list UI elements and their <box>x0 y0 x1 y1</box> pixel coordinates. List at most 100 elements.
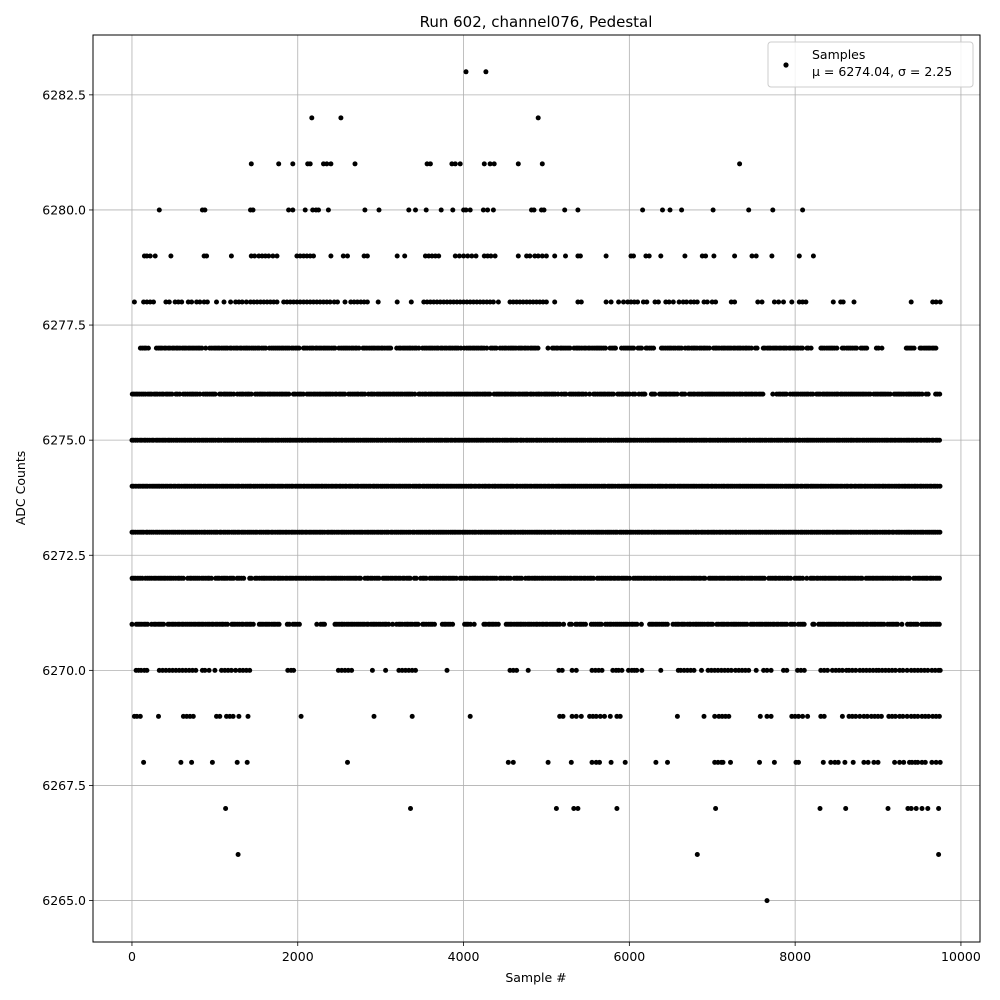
data-point <box>768 713 774 719</box>
data-point <box>338 115 344 121</box>
data-point <box>563 391 569 397</box>
data-point <box>519 575 525 581</box>
data-point <box>674 713 680 719</box>
x-tick-label: 6000 <box>613 949 645 964</box>
data-point <box>493 575 499 581</box>
data-point <box>670 299 676 305</box>
data-point <box>875 759 881 765</box>
data-point <box>415 621 421 627</box>
data-point <box>788 575 794 581</box>
data-point <box>937 299 943 305</box>
y-tick-label: 6275.0 <box>42 433 86 448</box>
data-point <box>853 667 859 673</box>
data-point <box>792 621 797 627</box>
data-point <box>471 621 477 627</box>
data-point <box>383 667 389 673</box>
data-point <box>726 713 732 719</box>
data-point <box>250 621 256 627</box>
data-point <box>783 391 789 397</box>
data-point <box>543 299 549 305</box>
data-point <box>490 299 496 305</box>
data-point <box>412 391 418 397</box>
data-point <box>235 852 241 857</box>
data-point <box>915 713 921 719</box>
data-point <box>228 667 234 673</box>
data-point <box>575 207 581 213</box>
data-point <box>316 207 321 213</box>
data-point <box>919 391 925 397</box>
data-point <box>664 621 670 627</box>
data-point <box>231 391 237 397</box>
data-point <box>444 667 450 673</box>
data-point <box>453 575 459 581</box>
data-point <box>562 207 568 213</box>
data-point <box>545 345 551 351</box>
data-point <box>408 299 414 305</box>
data-point <box>879 345 885 351</box>
data-point <box>247 667 253 673</box>
data-point <box>589 759 595 765</box>
data-point <box>274 299 280 305</box>
data-point <box>908 806 914 811</box>
data-point <box>619 667 625 673</box>
legend-marker <box>783 62 789 68</box>
data-point <box>925 391 931 397</box>
data-point <box>505 759 511 765</box>
x-tick-label: 8000 <box>779 949 811 964</box>
data-point <box>463 69 469 75</box>
data-point <box>864 345 870 351</box>
data-point <box>665 759 670 765</box>
data-point <box>728 667 734 673</box>
data-point <box>885 806 891 811</box>
data-point <box>881 621 887 627</box>
data-point <box>141 759 147 765</box>
data-point <box>925 667 931 673</box>
data-point <box>915 759 921 765</box>
data-point <box>492 253 498 259</box>
data-point <box>744 621 750 627</box>
data-point <box>552 299 558 305</box>
y-tick-label: 6272.5 <box>42 548 86 563</box>
data-point <box>514 667 520 673</box>
data-point <box>250 207 256 213</box>
data-point <box>452 161 458 167</box>
y-tick-label: 6282.5 <box>42 87 86 102</box>
data-point <box>559 667 565 673</box>
data-point <box>737 161 743 167</box>
data-point <box>850 759 856 765</box>
data-point <box>161 621 167 627</box>
data-point <box>748 345 754 351</box>
data-point <box>853 713 859 719</box>
data-point <box>895 621 901 627</box>
data-point <box>713 806 719 811</box>
data-point <box>480 207 486 213</box>
data-point <box>473 253 479 259</box>
data-point <box>728 759 733 765</box>
data-point <box>753 667 759 673</box>
data-point <box>801 621 807 627</box>
data-point <box>760 391 766 397</box>
data-point <box>830 299 836 305</box>
data-point <box>757 759 762 765</box>
data-point <box>583 621 588 627</box>
data-point <box>465 253 471 259</box>
data-point <box>825 667 830 673</box>
data-point <box>491 161 497 167</box>
data-point <box>515 161 521 167</box>
data-point <box>408 806 413 811</box>
data-point <box>461 253 467 259</box>
data-point <box>599 667 605 673</box>
data-point <box>755 299 761 305</box>
data-point <box>266 253 272 259</box>
data-point <box>652 391 658 397</box>
data-point <box>568 759 574 765</box>
data-point <box>203 345 209 351</box>
data-point <box>578 299 584 305</box>
data-point <box>781 299 786 305</box>
y-tick-label: 6267.5 <box>42 778 86 793</box>
data-point <box>607 713 613 719</box>
data-point <box>204 253 210 259</box>
data-point <box>867 391 873 397</box>
data-point <box>190 713 196 719</box>
data-point <box>427 161 433 167</box>
